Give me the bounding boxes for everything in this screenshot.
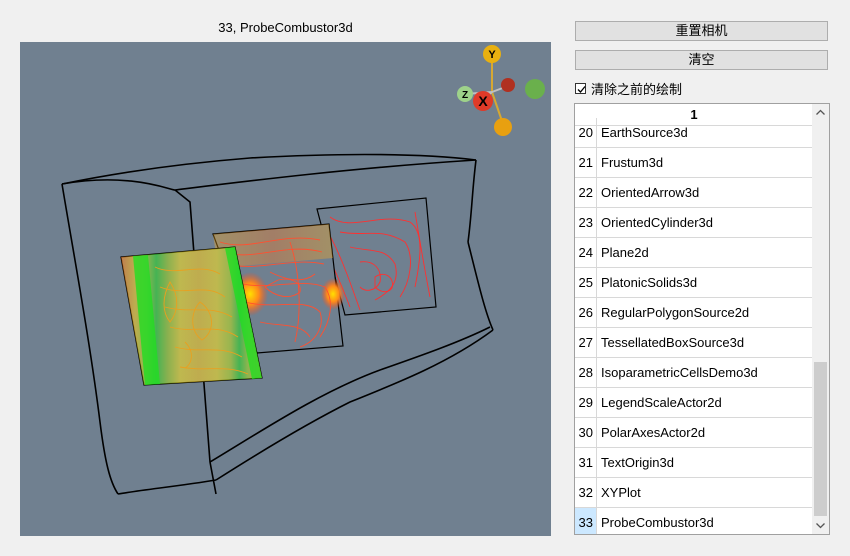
list-item-label: ProbeCombustor3d [601,515,714,530]
list-item-label: EarthSource3d [601,125,688,140]
3d-viewport[interactable]: Y X Z [20,42,551,536]
list-item[interactable]: 26 RegularPolygonSource2d [575,298,813,328]
scroll-up-button[interactable] [812,104,829,121]
combustor-outline-front [61,153,494,495]
clear-button[interactable]: 清空 [575,50,828,70]
list-item-label: PolarAxesActor2d [601,425,706,440]
axis-z-ball [457,86,473,102]
axis-z-label: Z [462,90,468,101]
example-list[interactable]: 1 20 EarthSource3d 21 Frustum3d 22 OrientedAr… [574,103,830,535]
list-item-label: Frustum3d [601,155,664,170]
axis-y-label: Y [488,49,496,61]
list-item-number: 21 [575,148,597,177]
list-item[interactable]: 27 TessellatedBoxSource3d [575,328,813,358]
probe-plane-1 [120,246,263,386]
list-item[interactable]: 33 ProbeCombustor3d [575,508,813,534]
list-item-number: 29 [575,388,597,417]
axis-y-neg-ball [494,118,512,136]
list-item-label: TextOrigin3d [601,455,674,470]
list-item-number: 28 [575,358,597,387]
list-item-number: 33 [575,508,597,534]
window-title: 33, ProbeCombustor3d [218,20,353,35]
reset-camera-button[interactable]: 重置相机 [575,21,828,41]
list-item[interactable]: 28 IsoparametricCellsDemo3d [575,358,813,388]
orientation-axes: Y X Z [457,45,545,136]
combustor-scene: Y X Z [61,45,545,495]
list-item-number: 24 [575,238,597,267]
list-item[interactable]: 20 EarthSource3d [575,118,813,148]
list-item-number: 32 [575,478,597,507]
list-item-label: XYPlot [601,485,641,500]
list-item[interactable]: 23 OrientedCylinder3d [575,208,813,238]
list-item-number: 31 [575,448,597,477]
list-item-number: 22 [575,178,597,207]
chevron-down-icon [816,523,825,529]
list-item-number: 23 [575,208,597,237]
list-item-label: OrientedArrow3d [601,185,700,200]
scroll-down-button[interactable] [812,517,829,534]
list-item[interactable]: 25 PlatonicSolids3d [575,268,813,298]
list-item-number: 27 [575,328,597,357]
list-item-label: IsoparametricCellsDemo3d [601,365,758,380]
axis-x-label: X [478,93,488,109]
axis-x-neg-ball [525,79,545,99]
list-item[interactable]: 31 TextOrigin3d [575,448,813,478]
list-item[interactable]: 30 PolarAxesActor2d [575,418,813,448]
axis-x-ball [473,91,493,111]
list-item-number: 26 [575,298,597,327]
chevron-up-icon [816,109,825,115]
axis-z-neg-ball [501,78,515,92]
list-item[interactable]: 21 Frustum3d [575,148,813,178]
clear-previous-label: 清除之前的绘制 [591,81,683,97]
list-item[interactable]: 24 Plane2d [575,238,813,268]
list-item[interactable]: 22 OrientedArrow3d [575,178,813,208]
list-item-number: 25 [575,268,597,297]
list-item[interactable]: 32 XYPlot [575,478,813,508]
scroll-thumb[interactable] [814,362,827,516]
checkmark-icon [577,85,586,93]
list-item-number: 20 [575,118,597,147]
list-item[interactable]: 29 LegendScaleActor2d [575,388,813,418]
list-scrollbar[interactable] [812,104,829,534]
clear-previous-checkbox-row[interactable]: 清除之前的绘制 [575,79,682,97]
list-item-label: PlatonicSolids3d [601,275,698,290]
list-column-header[interactable]: 1 [575,104,813,126]
probe-plane-3 [316,197,437,316]
clear-previous-checkbox[interactable] [575,82,586,94]
list-item-label: OrientedCylinder3d [601,215,714,230]
list-item-label: Plane2d [601,245,649,260]
axis-y-ball [483,45,501,63]
list-item-label: TessellatedBoxSource3d [601,335,745,350]
list-item-label: LegendScaleActor2d [601,395,722,410]
list-item-label: RegularPolygonSource2d [601,305,750,320]
list-item-number: 30 [575,418,597,447]
